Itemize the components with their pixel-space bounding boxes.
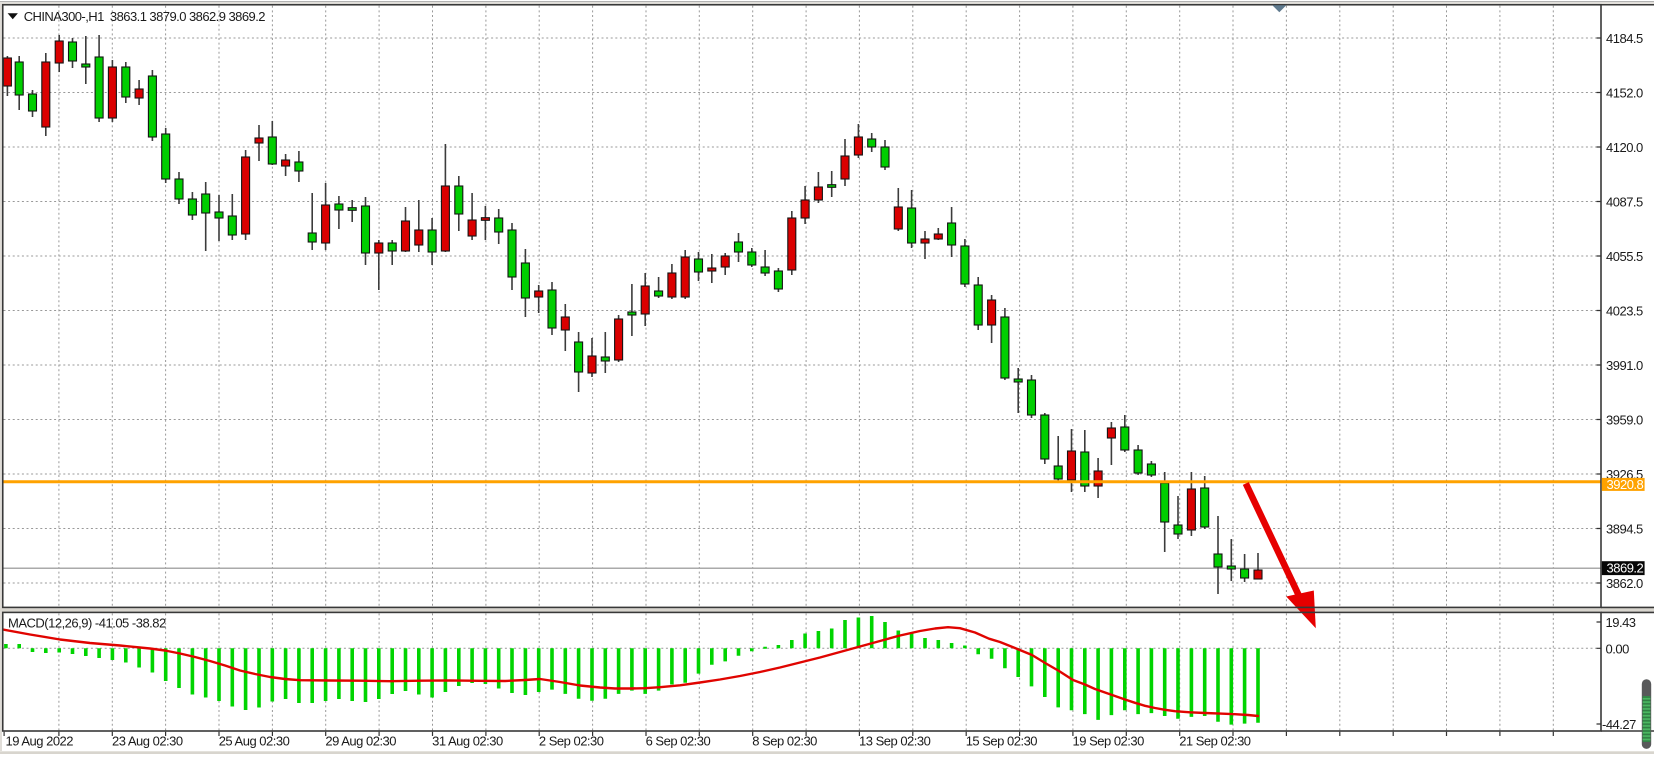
svg-text:4120.0: 4120.0 xyxy=(1606,140,1643,155)
svg-text:2 Sep 02:30: 2 Sep 02:30 xyxy=(539,734,604,749)
svg-text:3894.5: 3894.5 xyxy=(1606,522,1643,537)
svg-text:3862.0: 3862.0 xyxy=(1606,576,1643,591)
svg-text:4152.0: 4152.0 xyxy=(1606,86,1643,101)
svg-text:21 Sep 02:30: 21 Sep 02:30 xyxy=(1179,734,1251,749)
svg-text:3869.2: 3869.2 xyxy=(1607,561,1644,576)
svg-text:4087.5: 4087.5 xyxy=(1606,195,1643,210)
svg-text:CHINA300-,H1 3863.1 3879.0 38: CHINA300-,H1 3863.1 3879.0 3862.9 3869.2 xyxy=(24,9,266,24)
svg-text:3991.0: 3991.0 xyxy=(1606,358,1643,373)
svg-text:15 Sep 02:30: 15 Sep 02:30 xyxy=(966,734,1038,749)
svg-text:25 Aug 02:30: 25 Aug 02:30 xyxy=(219,734,290,749)
svg-text:13 Sep 02:30: 13 Sep 02:30 xyxy=(859,734,931,749)
svg-text:29 Aug 02:30: 29 Aug 02:30 xyxy=(325,734,396,749)
svg-text:19 Aug 2022: 19 Aug 2022 xyxy=(6,734,74,749)
svg-text:-44.27: -44.27 xyxy=(1602,717,1636,732)
svg-text:8 Sep 02:30: 8 Sep 02:30 xyxy=(752,734,817,749)
svg-text:4184.5: 4184.5 xyxy=(1606,31,1643,46)
svg-text:23 Aug 02:30: 23 Aug 02:30 xyxy=(112,734,183,749)
svg-text:19 Sep 02:30: 19 Sep 02:30 xyxy=(1073,734,1145,749)
svg-text:31 Aug 02:30: 31 Aug 02:30 xyxy=(432,734,503,749)
svg-text:3920.8: 3920.8 xyxy=(1607,477,1644,492)
svg-text:4023.5: 4023.5 xyxy=(1606,304,1643,319)
svg-text:4055.5: 4055.5 xyxy=(1606,249,1643,264)
svg-text:0.00: 0.00 xyxy=(1606,641,1630,656)
svg-text:3959.0: 3959.0 xyxy=(1606,413,1643,428)
svg-text:MACD(12,26,9) -41.05 -38.82: MACD(12,26,9) -41.05 -38.82 xyxy=(8,615,166,630)
svg-text:19.43: 19.43 xyxy=(1606,615,1636,630)
svg-text:6 Sep 02:30: 6 Sep 02:30 xyxy=(646,734,711,749)
